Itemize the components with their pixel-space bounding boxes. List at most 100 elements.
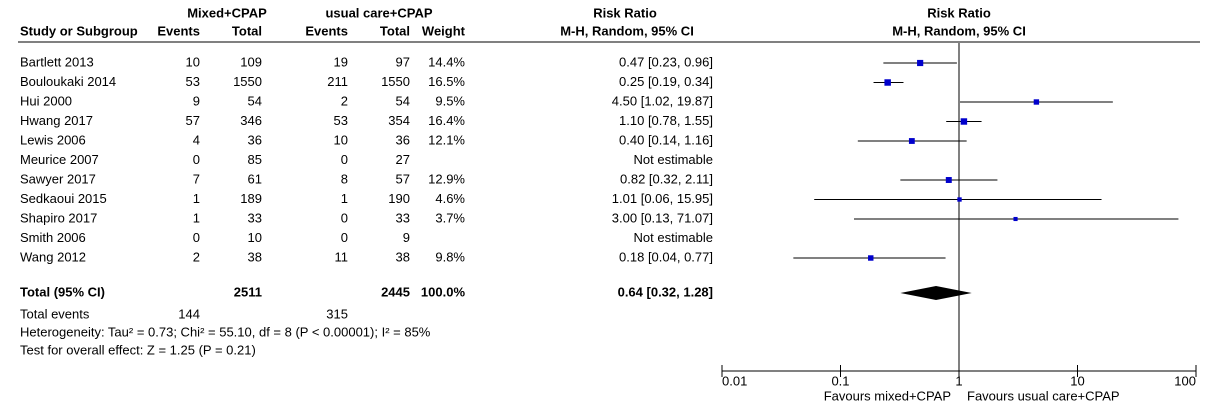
ci-label: 0.64 [0.32, 1.28] [618, 284, 713, 299]
total1: 61 [248, 171, 262, 186]
pooled-diamond [900, 286, 972, 300]
total1: 189 [240, 191, 262, 206]
weight-label: 12.9% [428, 171, 465, 186]
effect-marker [960, 118, 968, 125]
weight-label: 16.5% [428, 74, 465, 89]
ci-label: 0.47 [0.23, 0.96] [619, 54, 713, 69]
events1: 0 [193, 230, 200, 245]
total-name: Total (95% CI) [20, 284, 105, 299]
events2: 211 [327, 74, 348, 89]
total2: 354 [388, 113, 410, 128]
total2: 2445 [381, 284, 410, 299]
heterogeneity: Heterogeneity: Tau² = 0.73; Chi² = 55.10… [20, 324, 431, 339]
name: Hui 2000 [20, 93, 72, 108]
name: Lewis 2006 [20, 132, 86, 147]
weight-label: 16.4% [428, 113, 465, 128]
events2: 0 [341, 152, 348, 167]
ci-label: 1.01 [0.06, 15.95] [612, 191, 713, 206]
total1: 10 [248, 230, 262, 245]
events2: 0 [341, 210, 348, 225]
weight-label: 14.4% [428, 54, 465, 69]
events2: 0 [341, 230, 348, 245]
group-header: Risk Ratio [593, 5, 657, 20]
column-header: Total [232, 23, 262, 38]
weight-label: 9.8% [435, 249, 465, 264]
weight-label: 100.0% [421, 284, 466, 299]
effect-marker [957, 197, 962, 202]
total1: 85 [248, 152, 262, 167]
effect-marker [1013, 216, 1018, 222]
events2: 8 [341, 171, 348, 186]
total2: 38 [396, 249, 410, 264]
name: Hwang 2017 [20, 113, 93, 128]
events2: 1 [341, 191, 348, 206]
weight-label: 9.5% [435, 93, 465, 108]
name: Bartlett 2013 [20, 54, 94, 69]
events1: 144 [178, 306, 200, 321]
column-header: Study or Subgroup [20, 23, 138, 38]
total1: 346 [240, 113, 262, 128]
column-header: M-H, Random, 95% CI [892, 23, 1026, 38]
effect-marker [868, 255, 874, 261]
events1: 0 [193, 152, 200, 167]
x-tick-label: 1 [955, 373, 962, 388]
group-header: usual care+CPAP [325, 5, 432, 20]
events2: 19 [334, 54, 348, 69]
name: Bouloukaki 2014 [20, 74, 116, 89]
total1: 33 [248, 210, 262, 225]
total2: 27 [396, 152, 410, 167]
overall-effect: Test for overall effect: Z = 1.25 (P = 0… [20, 342, 256, 357]
total1: 54 [248, 93, 262, 108]
x-tick-label: 10 [1070, 373, 1084, 388]
ci-label: Not estimable [634, 152, 713, 167]
ci-label: 0.25 [0.19, 0.34] [619, 74, 713, 89]
events1: 7 [193, 171, 200, 186]
weight-label: 4.6% [435, 191, 465, 206]
ci-label: 0.40 [0.14, 1.16] [619, 132, 713, 147]
events2: 2 [341, 93, 348, 108]
events1: 53 [186, 74, 200, 89]
events1: 1 [193, 191, 200, 206]
total1: 38 [248, 249, 262, 264]
group-header: Mixed+CPAP [187, 5, 267, 20]
total2: 33 [396, 210, 410, 225]
weight-label: 3.7% [435, 210, 465, 225]
group-header: Risk Ratio [927, 5, 991, 20]
column-header: Total [380, 23, 410, 38]
name: Wang 2012 [20, 249, 86, 264]
effect-marker [908, 138, 915, 144]
name: Smith 2006 [20, 230, 86, 245]
column-header: Weight [422, 23, 466, 38]
x-tick-label: 0.01 [722, 373, 747, 388]
ci-label: Not estimable [634, 230, 713, 245]
events2: 10 [334, 132, 348, 147]
events1: 1 [193, 210, 200, 225]
total1: 36 [248, 132, 262, 147]
ci-label: 3.00 [0.13, 71.07] [612, 210, 713, 225]
x-tick-label: 0.1 [831, 373, 849, 388]
total2: 54 [396, 93, 410, 108]
name: Sawyer 2017 [20, 171, 96, 186]
column-header: Events [305, 23, 348, 38]
ci-label: 4.50 [1.02, 19.87] [612, 93, 713, 108]
total1: 1550 [233, 74, 262, 89]
x-label-left: Favours mixed+CPAP [824, 388, 951, 403]
ci-label: 1.10 [0.78, 1.55] [619, 113, 713, 128]
column-header: M-H, Random, 95% CI [560, 23, 694, 38]
events2: 315 [326, 306, 348, 321]
total1: 109 [240, 54, 262, 69]
total1: 2511 [234, 284, 262, 299]
events1: 10 [186, 54, 200, 69]
weight-label: 12.1% [428, 132, 465, 147]
events2: 11 [335, 249, 349, 264]
events1: 9 [193, 93, 200, 108]
total2: 36 [396, 132, 410, 147]
total2: 9 [403, 230, 410, 245]
events1: 4 [193, 132, 200, 147]
x-label-right: Favours usual care+CPAP [967, 388, 1120, 403]
total-events-name: Total events [20, 306, 90, 321]
total2: 97 [396, 54, 410, 69]
events1: 2 [193, 249, 200, 264]
total2: 190 [388, 191, 410, 206]
